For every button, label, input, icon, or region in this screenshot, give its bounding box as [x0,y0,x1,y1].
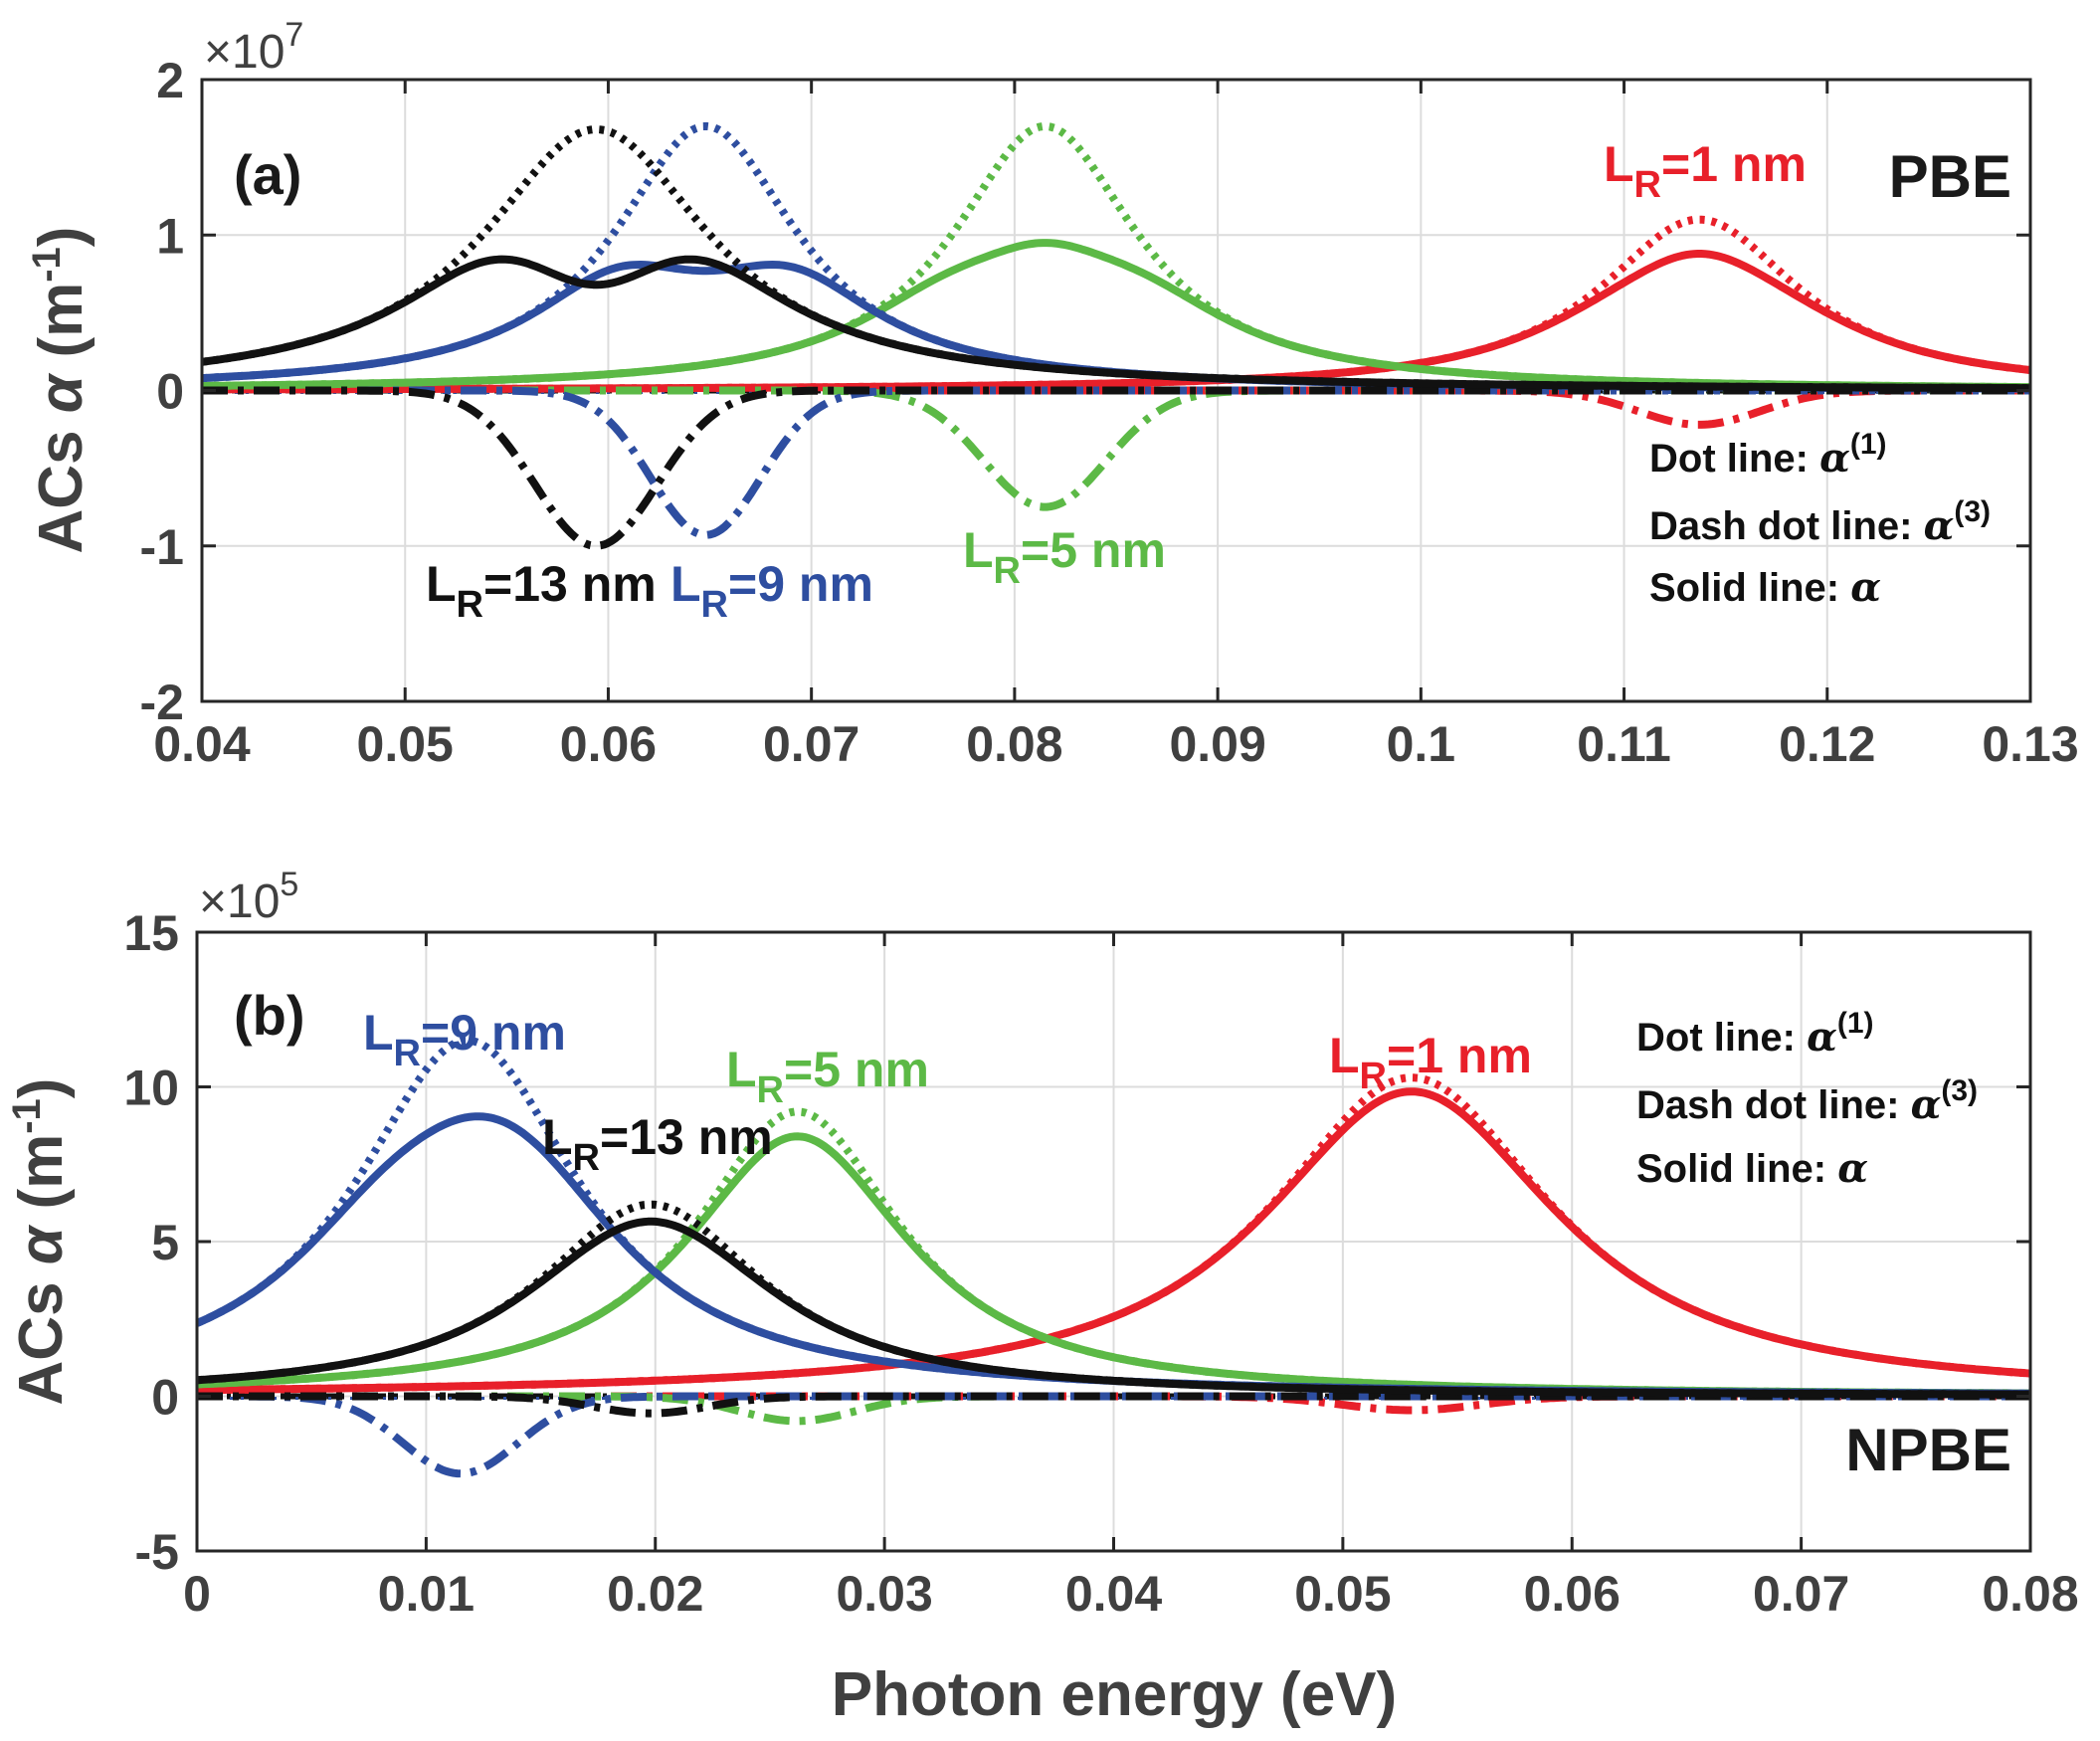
panel-b-legend-dashdot: Dash dot line: α(3) [1636,1074,1978,1128]
panel-b-chart: 0 0.01 0.02 0.03 0.04 0.05 0.06 0.07 0.08 -50510… [5,866,2079,1729]
panel-b-x-ticks: 0 0.01 0.02 0.03 0.04 0.05 0.06 0.07 0.08 [183,932,2079,1622]
panel-a-label: (a) [234,143,301,206]
panel-b-multiplier: ×105 [199,866,298,928]
panel-b-x-tick-label: 0.05 [1294,1566,1391,1622]
panel-a-series-1-alpha3-dashdot [201,386,2031,429]
panel-b-method-label: NPBE [1845,1417,2011,1483]
x-axis-label: Photon energy (eV) [832,1660,1397,1729]
panel-b-x-tick-label: 0.01 [378,1566,475,1622]
panel-b-legend-dot: Dot line: α(1) [1636,1007,1874,1061]
panel-a-x-tick-label: 0.06 [560,716,657,772]
panel-b-y-tick-label: -5 [135,1524,179,1580]
panel-a-y-tick-label: 2 [156,53,184,108]
panel-a-curve-label-lr9: LR=9 nm [670,556,873,626]
panel-b-y-tick-label: 15 [123,905,179,961]
panel-b-x-tick-label: 0.03 [836,1566,932,1622]
panel-a-method-label: PBE [1889,143,2011,210]
panel-a-x-tick-label: 0.09 [1169,716,1265,772]
panel-a-x-tick-label: 0.05 [357,716,454,772]
panel-b-legend: Dot line: α(1) Dash dot line: α(3) Solid… [1636,1007,1978,1192]
panel-b-y-tick-label: 10 [123,1061,179,1116]
panel-b-x-tick-label: 0.07 [1753,1566,1849,1622]
panel-a-series-1-alpha1-dotted [201,215,2031,394]
panel-b-curve-label-lr1: LR=1 nm [1329,1028,1532,1097]
panel-a-y-tick-label: 0 [156,364,184,420]
panel-b-x-tick-label: 0 [183,1566,211,1622]
panel-a-curve-label-lr13: LR=13 nm [426,556,657,626]
panel-b-x-tick-label: 0.02 [607,1566,703,1622]
panel-b-curves [195,1036,2031,1478]
panel-a-y-tick-label: -1 [140,519,184,575]
panel-b-series-4-alpha3-dashdot [196,1392,2031,1418]
panel-a-y-axis-label: ACs α (m-1) [25,227,95,554]
panel-b-x-tick-label: 0.08 [1982,1566,2078,1622]
panel-b-curve-label-lr13: LR=13 nm [542,1109,773,1179]
panel-a-x-tick-label: 0.07 [763,716,859,772]
panel-a-curves [201,121,2031,550]
panel-a-multiplier: ×107 [204,16,303,79]
panel-a-y-tick-label: 1 [156,208,184,264]
panel-b-y-axis-label: ACs α (m-1) [5,1078,76,1406]
panel-a-legend-dot: Dot line: α(1) [1649,428,1887,482]
panel-b-y-ticks: -5 0 5 10 15 [123,905,2030,1580]
panel-a-x-tick-label: 0.12 [1779,716,1875,772]
panel-b-curve-label-lr5: LR=5 nm [726,1042,929,1111]
panel-a-y-tick-label: -2 [140,675,184,730]
panel-b-legend-solid: Solid line: α [1636,1145,1868,1192]
panel-b-label: (b) [234,984,305,1047]
panel-a-curve-label-lr1: LR=1 nm [1604,136,1807,206]
panel-a-x-tick-label: 0.04 [153,716,251,772]
panel-a-legend-solid: Solid line: α [1649,564,1881,611]
panel-a-legend: Dot line: α(1) Dash dot line: α(3) Solid… [1649,428,1991,611]
panel-a-y-ticks: -2 -1 0 1 2 [140,53,2030,730]
panel-a-x-tick-label: 0.11 [1577,716,1671,772]
panel-b-series-4-alpha-solid [196,1217,2031,1399]
panel-b-y-tick-label: 0 [151,1370,179,1426]
panel-a-x-tick-label: 0.08 [966,716,1062,772]
panel-a-x-ticks: 0.04 0.05 0.06 0.07 0.08 0.09 0.1 0.11 0.12 0.13 [153,80,2079,772]
panel-a-chart: 0.04 0.05 0.06 0.07 0.08 0.09 0.1 0.11 0.12 0.13 … [25,16,2079,772]
panel-a-series-4-alpha-solid [201,255,2031,393]
panel-a-curve-label-lr5: LR=5 nm [963,522,1166,592]
panel-a-x-tick-label: 0.1 [1387,716,1456,772]
panel-b-zero-lines [197,1393,2030,1400]
panel-b-x-tick-label: 0.04 [1065,1566,1163,1622]
panel-b-series-1-alpha-solid [196,1087,2031,1395]
panel-a-series-1-alpha-solid [201,250,2031,394]
panel-b-curve-label-lr9: LR=9 nm [363,1005,566,1074]
panel-a-legend-dashdot: Dash dot line: α(3) [1649,495,1991,549]
panel-b-x-tick-label: 0.06 [1524,1566,1621,1622]
panel-a-x-tick-label: 0.13 [1982,716,2078,772]
panel-b-y-tick-label: 5 [151,1215,179,1270]
